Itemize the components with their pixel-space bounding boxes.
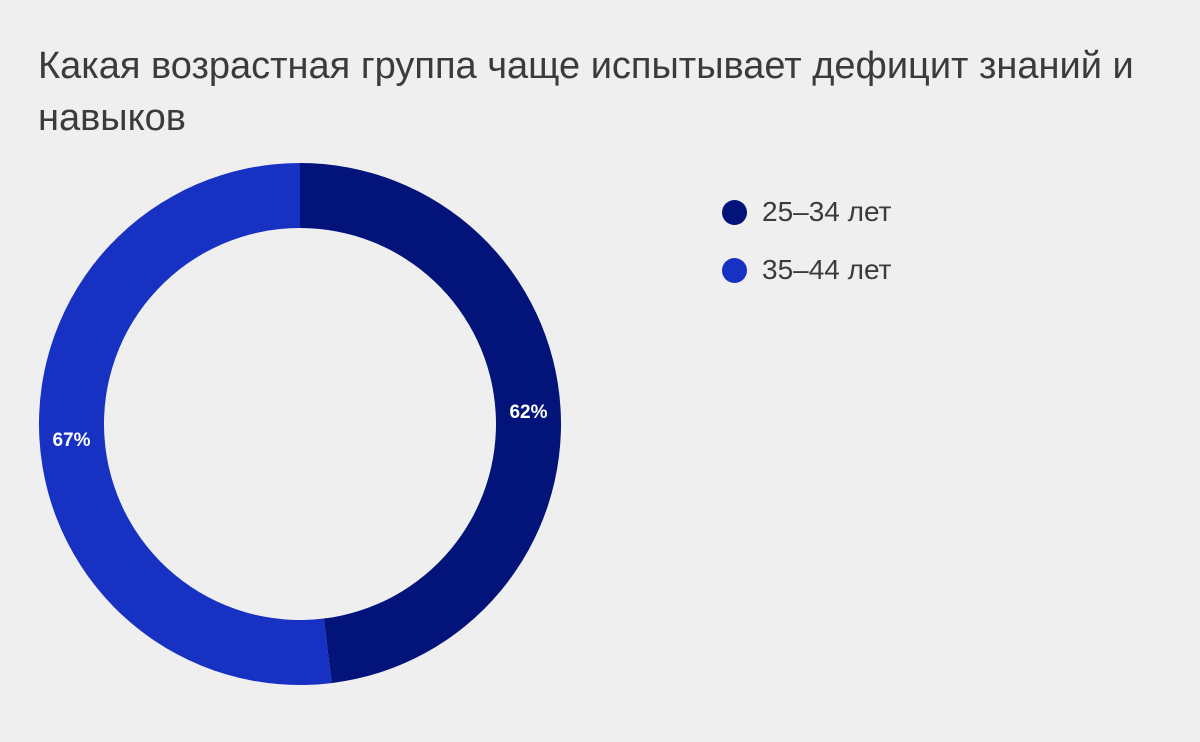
chart-title: Какая возрастная группа чаще испытывает …: [38, 45, 1134, 139]
data-label-35-44: 67%: [52, 430, 90, 451]
legend-label-25-34: 25–34 лет: [762, 196, 892, 227]
legend-item-25-34: 25–34 лет: [722, 196, 891, 228]
data-label-25-34: 62%: [509, 402, 547, 423]
donut-slice-25-34: [300, 162, 562, 684]
donut-slice-35-44: [39, 163, 332, 685]
legend-swatch-35-44: [722, 257, 747, 283]
legend-item-35-44: 35–44 лет: [722, 254, 891, 286]
legend: 25–34 лет 35–44 лет: [722, 196, 891, 312]
legend-label-35-44: 35–44 лет: [762, 254, 892, 285]
legend-swatch-25-34: [722, 199, 747, 225]
